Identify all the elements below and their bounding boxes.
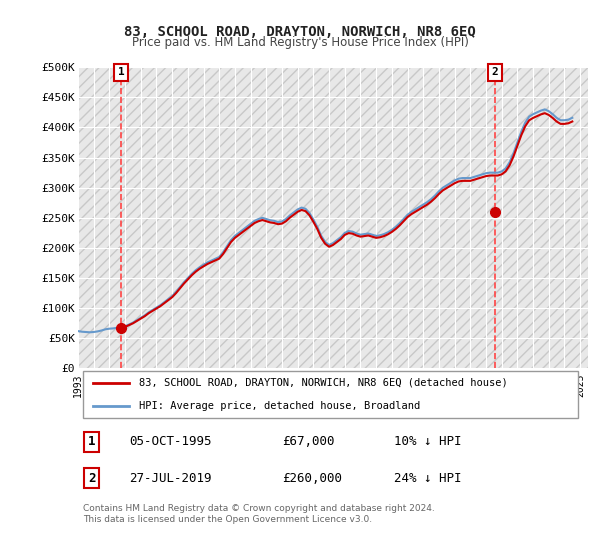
Text: £260,000: £260,000 xyxy=(282,472,342,485)
Text: 27-JUL-2019: 27-JUL-2019 xyxy=(129,472,212,485)
Text: 24% ↓ HPI: 24% ↓ HPI xyxy=(394,472,462,485)
FancyBboxPatch shape xyxy=(83,371,578,418)
Text: £67,000: £67,000 xyxy=(282,435,335,449)
Text: 05-OCT-1995: 05-OCT-1995 xyxy=(129,435,212,449)
Text: 83, SCHOOL ROAD, DRAYTON, NORWICH, NR8 6EQ: 83, SCHOOL ROAD, DRAYTON, NORWICH, NR8 6… xyxy=(124,25,476,39)
Text: Price paid vs. HM Land Registry's House Price Index (HPI): Price paid vs. HM Land Registry's House … xyxy=(131,36,469,49)
Text: 2: 2 xyxy=(88,472,96,485)
Text: 10% ↓ HPI: 10% ↓ HPI xyxy=(394,435,462,449)
Text: HPI: Average price, detached house, Broadland: HPI: Average price, detached house, Broa… xyxy=(139,400,421,410)
Text: 1: 1 xyxy=(118,67,125,77)
Text: 2: 2 xyxy=(491,67,499,77)
Text: Contains HM Land Registry data © Crown copyright and database right 2024.
This d: Contains HM Land Registry data © Crown c… xyxy=(83,505,435,524)
Text: 83, SCHOOL ROAD, DRAYTON, NORWICH, NR8 6EQ (detached house): 83, SCHOOL ROAD, DRAYTON, NORWICH, NR8 6… xyxy=(139,378,508,388)
Text: 1: 1 xyxy=(88,435,96,449)
